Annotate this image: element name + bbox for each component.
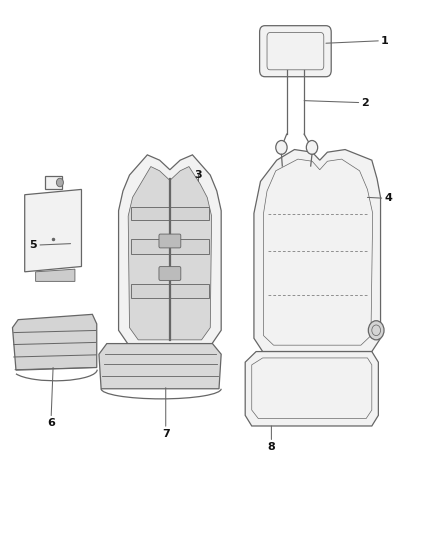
Polygon shape	[12, 314, 97, 370]
Text: 4: 4	[367, 193, 392, 204]
Polygon shape	[128, 166, 212, 340]
Polygon shape	[131, 239, 209, 254]
Polygon shape	[35, 269, 75, 281]
Text: 1: 1	[326, 36, 389, 45]
Polygon shape	[119, 155, 221, 346]
FancyBboxPatch shape	[260, 26, 331, 77]
Text: 5: 5	[30, 240, 71, 250]
Circle shape	[276, 141, 287, 155]
Circle shape	[306, 141, 318, 155]
Polygon shape	[131, 207, 209, 220]
Text: 7: 7	[162, 387, 170, 439]
Circle shape	[57, 178, 64, 187]
Polygon shape	[131, 284, 209, 298]
Polygon shape	[25, 189, 81, 272]
Polygon shape	[99, 344, 221, 389]
Polygon shape	[245, 352, 378, 426]
Text: 3: 3	[194, 169, 202, 181]
Text: 6: 6	[47, 368, 55, 429]
FancyBboxPatch shape	[159, 266, 181, 280]
Polygon shape	[45, 176, 62, 189]
Polygon shape	[254, 150, 381, 352]
FancyBboxPatch shape	[159, 234, 181, 248]
Text: 8: 8	[268, 426, 275, 452]
Text: 2: 2	[304, 98, 369, 108]
Circle shape	[368, 321, 384, 340]
